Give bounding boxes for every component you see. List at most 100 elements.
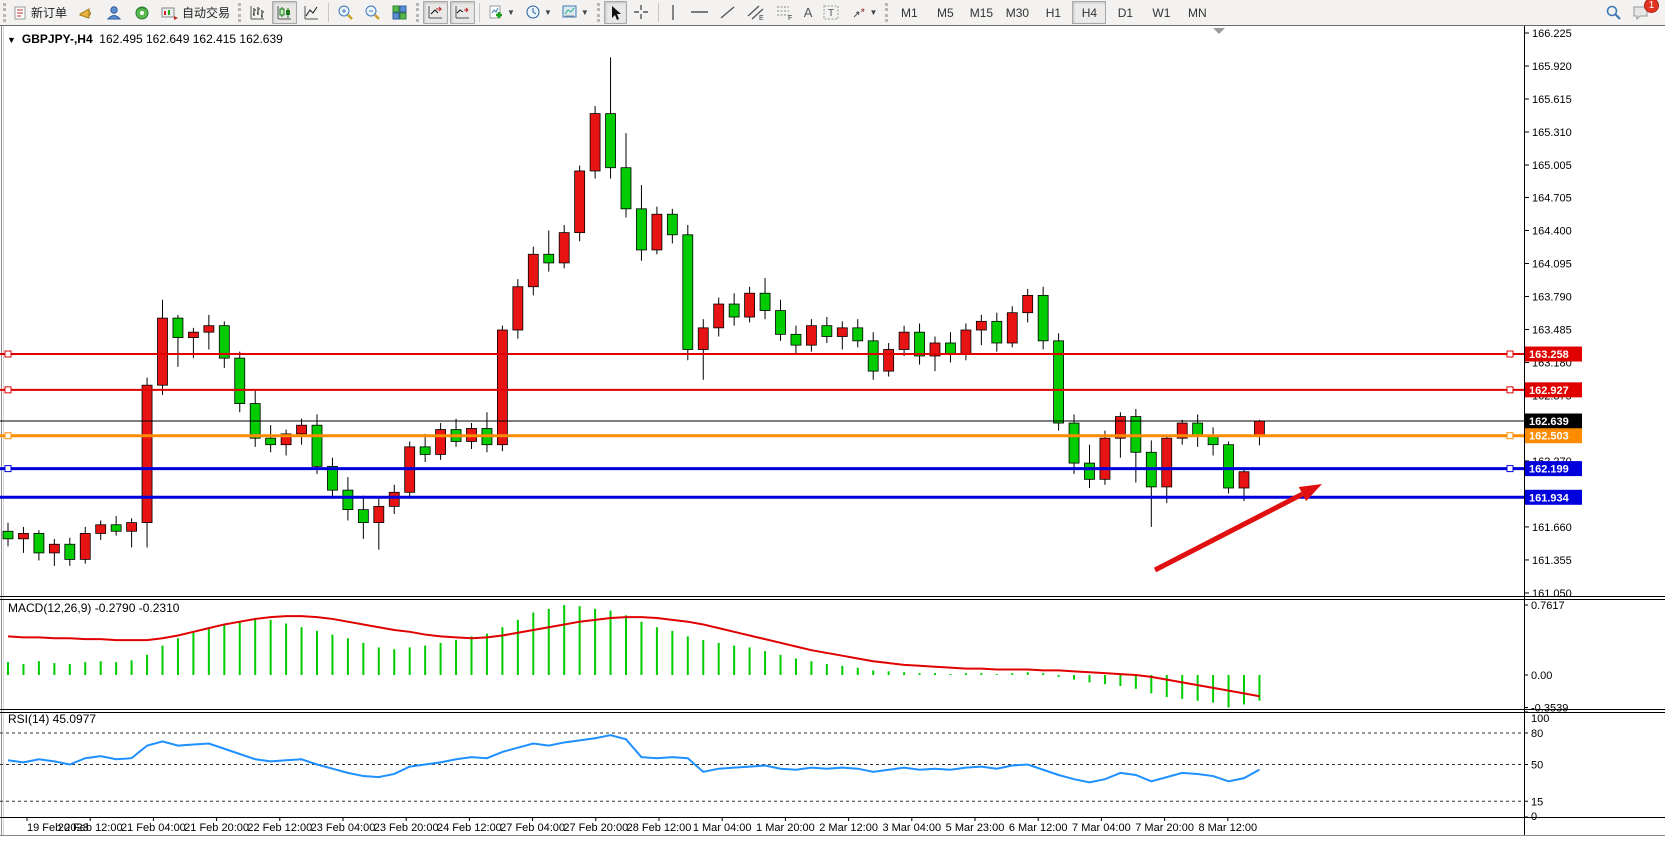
zoom-in-button[interactable] <box>333 1 358 24</box>
templates-button[interactable]: ▼ <box>558 1 593 24</box>
search-button[interactable] <box>1600 1 1626 24</box>
price-tick-label: 165.005 <box>1532 160 1572 172</box>
timeframe-H1[interactable]: H1 <box>1045 5 1062 20</box>
megaphone-icon <box>77 5 95 21</box>
candle-bear <box>110 524 122 532</box>
line-handle[interactable] <box>4 432 12 440</box>
candle-bear <box>1192 422 1204 436</box>
chart-shift-button[interactable] <box>450 1 476 24</box>
toolbar-grip[interactable] <box>885 3 889 22</box>
line-handle[interactable] <box>4 350 12 358</box>
timeframe-D1[interactable]: D1 <box>1117 5 1134 20</box>
time-tick-label: 3 Mar 04:00 <box>882 822 941 834</box>
candle-chart-button[interactable] <box>272 1 298 24</box>
candle-bear <box>265 437 277 446</box>
line-handle[interactable] <box>4 386 12 394</box>
auto-scroll-icon <box>427 4 444 21</box>
label-tool-button[interactable]: T <box>818 1 845 24</box>
trend-arrow[interactable] <box>1153 491 1304 573</box>
price-tick-label: 161.050 <box>1532 588 1572 600</box>
zoom-out-button[interactable] <box>360 1 385 24</box>
trend-arrow-head[interactable] <box>1298 484 1322 502</box>
candle-bull <box>1099 437 1111 480</box>
timeframe-M15[interactable]: M15 <box>969 5 994 20</box>
rsi-tick-label: 100 <box>1531 713 1549 725</box>
vertical-line-button[interactable] <box>663 1 684 24</box>
price-badge-label: 162.639 <box>1529 416 1569 428</box>
line-handle[interactable] <box>1506 386 1514 394</box>
candle-bear <box>620 167 632 210</box>
toolbar-grip[interactable] <box>238 3 242 22</box>
equidistant-channel-button[interactable]: E <box>742 1 769 24</box>
line-chart-button[interactable] <box>299 1 324 24</box>
autotrade-button[interactable]: 自动交易 <box>157 1 234 24</box>
new-order-button[interactable]: 新订单 <box>10 1 71 24</box>
candle-bull <box>744 292 755 318</box>
arrows-tool-button[interactable]: ▼ <box>847 1 881 24</box>
candle-bear <box>991 320 1003 344</box>
bar-chart-icon <box>249 4 266 21</box>
price-tick-label: 165.615 <box>1532 94 1572 106</box>
horizontal-line-button[interactable] <box>686 1 713 24</box>
timeframe-H4[interactable]: H4 <box>1072 1 1107 24</box>
notification-count-badge: 1 <box>1644 0 1659 13</box>
autotrade-label: 自动交易 <box>182 6 231 20</box>
fibonacci-button[interactable]: F <box>771 1 798 24</box>
timeframe-W1[interactable]: W1 <box>1152 5 1171 20</box>
candle-bear <box>357 509 369 524</box>
candle-bear <box>64 543 76 560</box>
profile-button[interactable] <box>101 1 127 24</box>
candle-bear <box>218 325 230 359</box>
bar-chart-button[interactable] <box>245 1 270 24</box>
signals-button[interactable] <box>129 1 155 24</box>
indicators-button[interactable]: ▼ <box>484 1 519 24</box>
price-tick-label: 161.355 <box>1532 555 1572 567</box>
toolbar-grip[interactable] <box>416 3 420 22</box>
candle-chart-icon <box>276 4 293 21</box>
candle-bear <box>759 292 771 311</box>
candle-bear <box>2 530 14 540</box>
timeframe-MN[interactable]: MN <box>1188 5 1207 20</box>
line-chart-icon <box>303 4 320 21</box>
line-handle[interactable] <box>1506 432 1514 440</box>
timeframe-M30[interactable]: M30 <box>1005 5 1030 20</box>
line-handle[interactable] <box>1506 465 1514 473</box>
candle-bull <box>975 320 987 331</box>
crosshair-button[interactable] <box>629 1 654 24</box>
rsi-tick-label: 0 <box>1531 811 1537 823</box>
timeframe-M5[interactable]: M5 <box>937 5 954 20</box>
macd-tick-label: 0.00 <box>1531 670 1552 682</box>
tile-windows-button[interactable] <box>387 1 412 24</box>
price-tick-label: 165.920 <box>1532 61 1572 73</box>
cursor-button[interactable] <box>603 1 627 24</box>
toolbar-grip[interactable] <box>596 3 600 22</box>
rsi-tick-label: 80 <box>1531 728 1543 740</box>
candle-bull <box>373 505 385 524</box>
candle-bull <box>1115 416 1126 439</box>
time-tick-label: 27 Feb 04:00 <box>500 822 565 834</box>
line-handle[interactable] <box>4 465 12 473</box>
time-tick-label: 21 Feb 04:00 <box>121 822 186 834</box>
chevron-down-icon: ▼ <box>507 8 515 17</box>
candle-bull <box>713 303 725 329</box>
templates-icon <box>562 4 579 21</box>
price-badge <box>1525 413 1582 429</box>
fibonacci-icon: F <box>775 4 794 21</box>
toolbar-grip[interactable] <box>3 3 6 22</box>
periods-button[interactable]: ▼ <box>521 1 556 24</box>
candle-bull <box>806 325 817 346</box>
trendline-button[interactable] <box>715 1 740 24</box>
timeframe-group: M1 M5 M15 M30 H1 H4 D1 W1 MN <box>891 1 1215 24</box>
price-badge-label: 162.503 <box>1529 431 1569 443</box>
time-tick-label: 5 Mar 23:00 <box>946 822 1005 834</box>
chart-shift-marker[interactable] <box>1213 28 1225 34</box>
candle-bear <box>867 340 879 372</box>
market-watch-button[interactable] <box>73 1 99 24</box>
time-tick-label: 24 Feb 12:00 <box>437 822 502 834</box>
candle-bull <box>1006 312 1018 344</box>
auto-scroll-button[interactable] <box>423 1 449 24</box>
line-handle[interactable] <box>1506 350 1514 358</box>
text-tool-button[interactable]: A <box>800 1 817 24</box>
timeframe-M1[interactable]: M1 <box>901 5 918 20</box>
notifications-button[interactable]: 1 <box>1628 0 1659 24</box>
